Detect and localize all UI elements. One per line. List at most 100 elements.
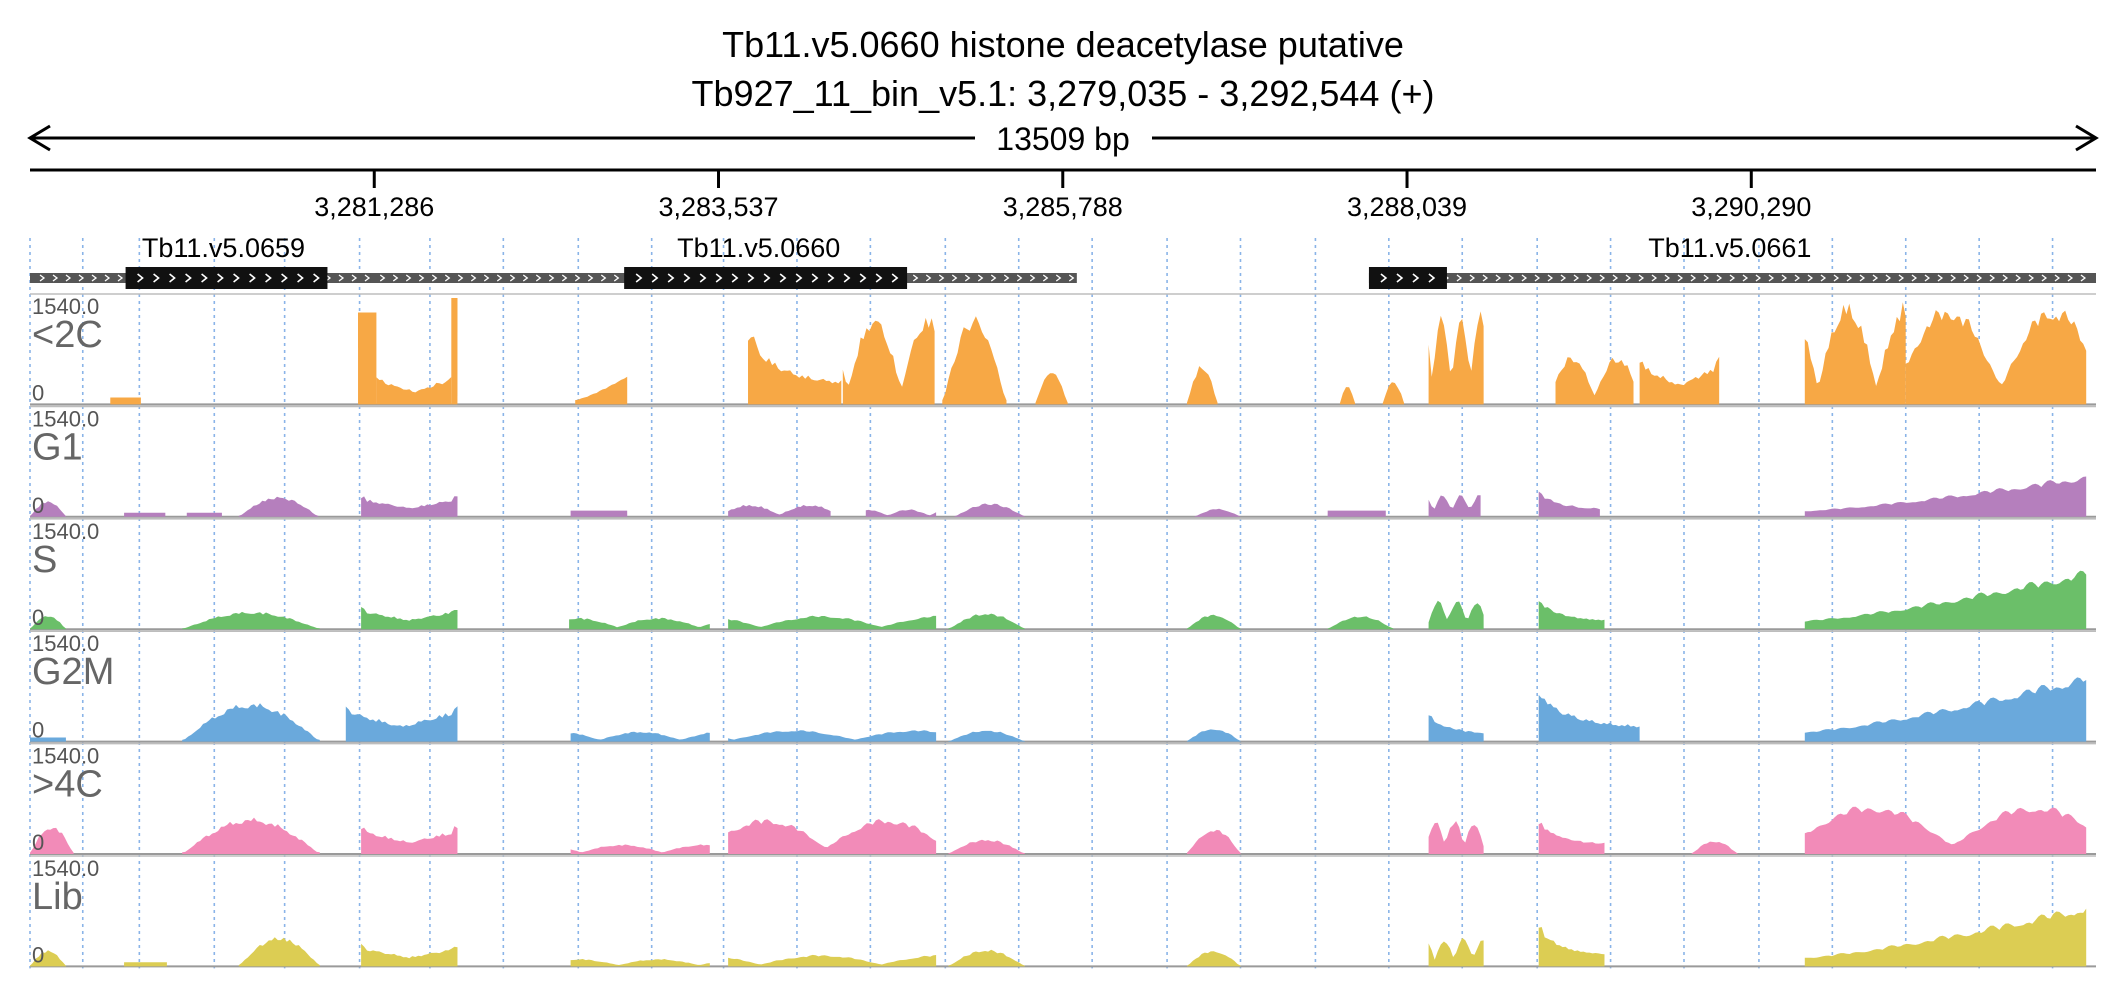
strand-arrow-icon (535, 274, 542, 282)
y-max-label: 1540.0 (32, 406, 99, 431)
track-label: G1 (32, 426, 83, 468)
strand-arrow-icon (1469, 274, 1476, 282)
gene-label: Tb11.v5.0661 (1648, 233, 1811, 263)
strand-arrow-icon (1029, 274, 1036, 282)
coverage-area (1804, 476, 2087, 517)
coverage-area (451, 298, 458, 405)
coverage-area (728, 954, 937, 967)
strand-arrow-icon (1042, 274, 1049, 282)
strand-arrow-icon (470, 274, 477, 282)
strand-arrow-icon (1428, 273, 1436, 283)
span-arrow-left-icon (27, 124, 51, 152)
strand-arrow-icon (574, 274, 581, 282)
strand-arrow-icon (600, 274, 607, 282)
coverage-area (361, 496, 458, 517)
track-label: G2M (32, 651, 114, 693)
strand-arrow-icon (2067, 274, 2074, 282)
coverage-area (1804, 570, 2087, 630)
gene-cds-bar (125, 267, 328, 289)
coverage-area (865, 509, 937, 517)
strand-arrow-icon (1508, 274, 1515, 282)
strand-arrow-icon (763, 273, 771, 283)
strand-arrow-icon (1380, 273, 1388, 283)
strand-arrow-icon (185, 273, 192, 283)
strand-arrow-icon (699, 273, 707, 283)
strand-arrow-icon (1781, 274, 1788, 282)
strand-arrow-icon (1950, 274, 1957, 282)
span-label: 13509 bp (996, 121, 1129, 157)
coverage-area (1339, 387, 1356, 405)
coverage-area (361, 826, 458, 854)
coverage-area (361, 607, 458, 630)
strand-arrow-icon (1963, 274, 1970, 282)
coverage-area (570, 959, 710, 967)
strand-arrow-icon (990, 274, 997, 282)
strand-arrow-icon (2028, 274, 2035, 282)
strand-arrow-icon (1396, 273, 1404, 283)
strand-arrow-icon (1911, 274, 1918, 282)
coverage-area (1804, 908, 2087, 967)
guide-lines (29, 238, 2054, 969)
coverage-area (124, 512, 166, 517)
y-max-label: 1540.0 (32, 294, 99, 319)
coverage-area (186, 512, 222, 517)
strand-arrow-icon (338, 274, 345, 282)
coverage-area (1639, 356, 1720, 405)
coverage-area (569, 617, 710, 630)
strand-arrow-icon (795, 273, 803, 283)
y-min-label: 0 (32, 605, 44, 630)
y-max-label: 1540.0 (32, 519, 99, 544)
strand-arrow-icon (1989, 274, 1996, 282)
coverage-area (30, 827, 74, 854)
strand-arrow-icon (351, 274, 358, 282)
strand-arrow-icon (1521, 274, 1528, 282)
coverage-area (182, 703, 320, 742)
strand-arrow-icon (431, 274, 438, 282)
strand-arrow-icon (2015, 274, 2022, 282)
strand-arrow-icon (444, 274, 451, 282)
strand-arrow-icon (827, 273, 835, 283)
strand-arrow-icon (418, 274, 425, 282)
track-label: Lib (32, 876, 83, 918)
strand-arrow-icon (1586, 274, 1593, 282)
strand-arrow-icon (39, 274, 46, 282)
coverage-area (358, 312, 377, 405)
track-label: >4C (32, 764, 103, 806)
strand-arrow-icon (1794, 274, 1801, 282)
coverage-area (948, 730, 1025, 742)
strand-arrow-icon (977, 274, 984, 282)
x-tick-label: 3,288,039 (1347, 192, 1467, 222)
coverage-area (1538, 491, 1600, 517)
coverage-area (345, 706, 458, 742)
coverage-area (238, 937, 320, 967)
strand-arrow-icon (522, 274, 529, 282)
coverage-track: 1540.0 0 G2M (30, 630, 2096, 743)
coverage-area (1804, 302, 1906, 405)
strand-arrow-icon (843, 273, 851, 283)
strand-arrow-icon (1677, 274, 1684, 282)
coordinate-ticks: 3,281,286 3,283,537 3,285,788 3,288,039 3,29… (314, 170, 1811, 222)
x-tick-label: 3,285,788 (1003, 192, 1123, 222)
span-arrow-right-icon (2075, 124, 2099, 152)
strand-arrow-icon (297, 273, 304, 283)
strand-arrow-icon (104, 274, 111, 282)
strand-arrow-icon (496, 274, 503, 282)
strand-arrow-icon (1755, 274, 1762, 282)
strand-arrow-icon (1599, 274, 1606, 282)
coverage-area (728, 615, 937, 630)
coverage-area (1428, 495, 1481, 517)
strand-arrow-icon (635, 273, 643, 283)
coverage-area (948, 949, 1025, 967)
strand-arrow-icon (1859, 274, 1866, 282)
strand-arrow-icon (1638, 274, 1645, 282)
strand-arrow-icon (392, 274, 399, 282)
strand-arrow-icon (613, 274, 620, 282)
strand-arrow-icon (1055, 274, 1062, 282)
coverage-area (1186, 614, 1241, 630)
strand-arrow-icon (1547, 274, 1554, 282)
strand-arrow-icon (1768, 274, 1775, 282)
coverage-area (1428, 600, 1484, 630)
strand-arrow-icon (731, 273, 739, 283)
coverage-area (1327, 616, 1394, 630)
coverage-area (728, 730, 937, 742)
